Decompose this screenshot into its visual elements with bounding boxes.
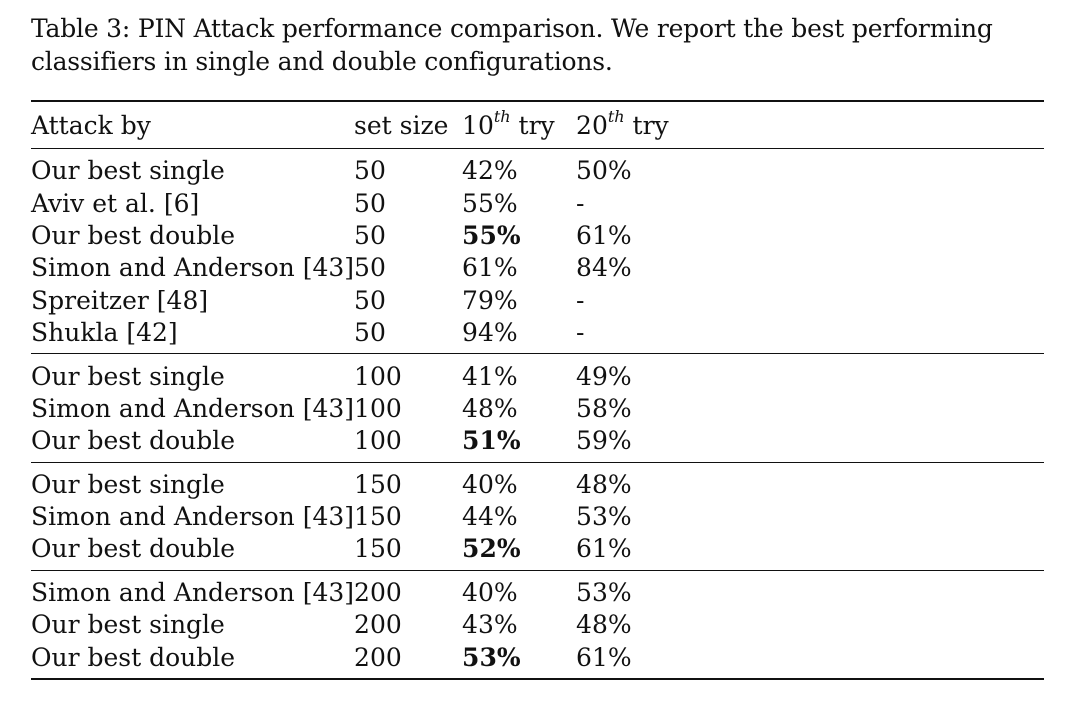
cell-10th-try: 40% [462, 577, 518, 607]
results-table-container: Attack by set size 10th try 20th try Our… [31, 100, 1044, 680]
cell-set-size: 50 [354, 285, 386, 315]
cell-set-size: 200 [354, 577, 402, 607]
cell-attack-by: Spreitzer [48] [31, 285, 209, 315]
cell-set-size: 150 [354, 534, 402, 564]
header-set-size: set size [354, 110, 449, 140]
cell-attack-by: Simon and Anderson [43] [31, 502, 355, 532]
cell-10th-try: 53% [462, 642, 521, 672]
table-row: Simon and Anderson [43] 150 44% 53% [31, 501, 1044, 533]
header-20th-sup: th [607, 107, 625, 127]
cell-10th-try: 52% [462, 534, 521, 564]
header-row: Attack by set size 10th try 20th try [31, 101, 1044, 149]
cell-20th-try: 59% [576, 426, 632, 456]
cell-attack-by: Our best single [31, 469, 225, 499]
cell-attack-by: Our best double [31, 220, 236, 250]
cell-set-size: 50 [354, 220, 386, 250]
cell-20th-try: 49% [576, 361, 632, 391]
table-group-4: Simon and Anderson [43] 200 40% 53% Our best… [31, 570, 1044, 679]
cell-attack-by: Shukla [42] [31, 318, 178, 348]
cell-20th-try: 61% [576, 642, 632, 672]
cell-10th-try: 94% [462, 318, 518, 348]
table-row: Our best double 200 53% 61% [31, 641, 1044, 679]
table-row: Our best double 100 51% 59% [31, 425, 1044, 462]
cell-set-size: 50 [354, 156, 386, 186]
cell-attack-by: Simon and Anderson [43] [31, 253, 355, 283]
table-row: Simon and Anderson [43] 50 61% 84% [31, 252, 1044, 284]
table-group-1: Our best single 50 42% 50% Aviv et al. [6] 50… [31, 149, 1044, 354]
cell-attack-by: Simon and Anderson [43] [31, 393, 355, 423]
cell-set-size: 150 [354, 469, 402, 499]
cell-attack-by: Our best double [31, 534, 236, 564]
table-group-2: Our best single 100 41% 49% Simon and Anders… [31, 353, 1044, 462]
table-row: Spreitzer [48] 50 79% - [31, 285, 1044, 317]
cell-set-size: 200 [354, 642, 402, 672]
cell-20th-try: 53% [576, 577, 632, 607]
pin-attack-table: Attack by set size 10th try 20th try Our… [31, 100, 1044, 680]
table-row: Our best single 150 40% 48% [31, 462, 1044, 501]
cell-20th-try: 50% [576, 156, 632, 186]
cell-set-size: 100 [354, 361, 402, 391]
cell-20th-try: 53% [576, 502, 632, 532]
cell-attack-by: Our best double [31, 642, 236, 672]
header-20th-try: 20th try [576, 101, 1044, 149]
cell-20th-try: 48% [576, 610, 632, 640]
cell-attack-by: Our best single [31, 610, 225, 640]
cell-10th-try: 44% [462, 502, 518, 532]
cell-set-size: 100 [354, 426, 402, 456]
table-row: Shukla [42] 50 94% - [31, 317, 1044, 354]
cell-10th-try: 42% [462, 156, 518, 186]
cell-20th-try: 48% [576, 469, 632, 499]
header-20th-tail: try [624, 110, 669, 140]
cell-attack-by: Simon and Anderson [43] [31, 577, 355, 607]
table-row: Our best double 50 55% 61% [31, 220, 1044, 252]
cell-10th-try: 55% [462, 220, 521, 250]
cell-20th-try: 58% [576, 393, 632, 423]
cell-10th-try: 55% [462, 188, 518, 218]
table-row: Our best single 200 43% 48% [31, 609, 1044, 641]
cell-20th-try: 61% [576, 220, 632, 250]
cell-attack-by: Aviv et al. [6] [31, 188, 200, 218]
cell-20th-try: - [576, 188, 585, 218]
header-10th-try: 10th try [462, 101, 576, 149]
cell-10th-try: 61% [462, 253, 518, 283]
header-attack-by: Attack by [31, 110, 151, 140]
cell-10th-try: 51% [462, 426, 521, 456]
cell-10th-try: 48% [462, 393, 518, 423]
table-group-3: Our best single 150 40% 48% Simon and Anders… [31, 462, 1044, 570]
cell-10th-try: 43% [462, 610, 518, 640]
table-row: Simon and Anderson [43] 100 48% 58% [31, 393, 1044, 425]
table-row: Our best single 100 41% 49% [31, 353, 1044, 393]
table-row: Our best single 50 42% 50% [31, 149, 1044, 188]
cell-10th-try: 41% [462, 361, 518, 391]
cell-attack-by: Our best double [31, 426, 236, 456]
cell-20th-try: - [576, 318, 585, 348]
cell-20th-try: 84% [576, 253, 632, 283]
cell-set-size: 150 [354, 502, 402, 532]
cell-10th-try: 40% [462, 469, 518, 499]
cell-attack-by: Our best single [31, 156, 225, 186]
table-row: Aviv et al. [6] 50 55% - [31, 187, 1044, 219]
header-20th-base: 20 [576, 110, 608, 140]
table-header: Attack by set size 10th try 20th try [31, 101, 1044, 149]
cell-set-size: 200 [354, 610, 402, 640]
header-10th-base: 10 [462, 110, 494, 140]
header-10th-sup: th [493, 107, 511, 127]
table-row: Simon and Anderson [43] 200 40% 53% [31, 570, 1044, 609]
cell-10th-try: 79% [462, 285, 518, 315]
cell-set-size: 50 [354, 253, 386, 283]
cell-set-size: 50 [354, 188, 386, 218]
table-caption: Table 3: PIN Attack performance comparis… [31, 14, 993, 76]
cell-set-size: 100 [354, 393, 402, 423]
table-row: Our best double 150 52% 61% [31, 533, 1044, 570]
cell-set-size: 50 [354, 318, 386, 348]
header-10th-tail: try [510, 110, 555, 140]
cell-20th-try: 61% [576, 534, 632, 564]
cell-20th-try: - [576, 285, 585, 315]
cell-attack-by: Our best single [31, 361, 225, 391]
